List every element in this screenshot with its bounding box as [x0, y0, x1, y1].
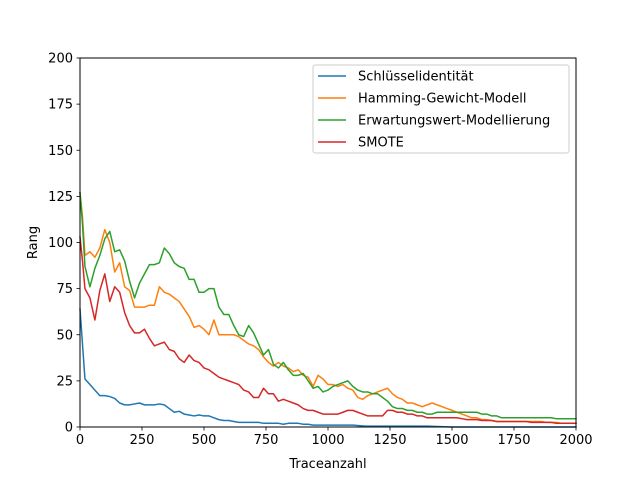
series-line-2	[79, 191, 577, 420]
legend-label: SMOTE	[358, 136, 404, 151]
y-tick-label: 75	[56, 282, 73, 297]
y-tick-label: 25	[56, 374, 73, 389]
legend-label: Schlüsselidentität	[358, 70, 474, 85]
y-axis: 0 25 50 75 100 125 150 175 200	[48, 52, 80, 436]
legend-label: Erwartungswert-Modellierung	[358, 114, 550, 129]
y-tick-label: 0	[65, 421, 73, 436]
x-tick-label: 250	[130, 433, 155, 448]
x-tick-label: 1250	[373, 433, 406, 448]
x-tick-label: 750	[254, 433, 279, 448]
x-tick-label: 1750	[497, 433, 530, 448]
y-tick-label: 200	[48, 52, 73, 67]
x-tick-label: 2000	[559, 433, 592, 448]
legend: Schlüsselidentität Hamming-Gewicht-Modell…	[312, 64, 570, 154]
x-tick-label: 0	[76, 433, 84, 448]
legend-box	[312, 64, 570, 154]
x-tick-label: 500	[192, 433, 217, 448]
y-tick-label: 175	[48, 98, 73, 113]
x-tick-label: 1000	[311, 433, 344, 448]
series-line-0	[79, 308, 577, 428]
x-axis: 0 250 500 750 1000 1250 1500 1750 2000	[76, 427, 593, 448]
y-tick-label: 150	[48, 144, 73, 159]
x-axis-label: Traceanzahl	[288, 457, 366, 472]
y-tick-label: 50	[56, 328, 73, 343]
y-tick-label: 125	[48, 190, 73, 205]
y-tick-label: 100	[48, 236, 73, 251]
plot-lines	[79, 191, 577, 428]
y-axis-label: Rang	[26, 226, 41, 259]
series-line-3	[79, 236, 577, 425]
x-tick-label: 1500	[435, 433, 468, 448]
legend-label: Hamming-Gewicht-Modell	[358, 92, 526, 107]
